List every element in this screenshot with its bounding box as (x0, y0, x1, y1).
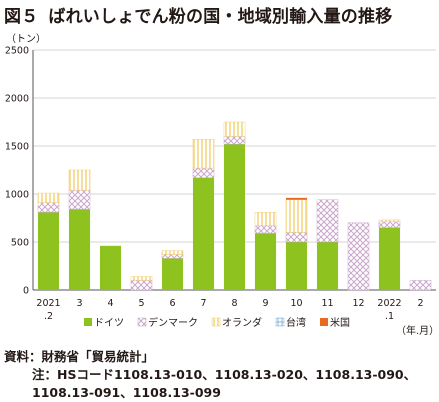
bar-netherlands (285, 199, 308, 233)
legend-swatch-denmark (137, 317, 147, 327)
bar-denmark (68, 189, 91, 210)
x-tick-label: 5 (138, 298, 144, 309)
y-tick-label: 2500 (5, 46, 29, 57)
legend-swatch-netherlands (211, 317, 221, 327)
legend-swatch-taiwan (275, 317, 285, 327)
y-tick-label: 500 (11, 238, 29, 249)
bar-netherlands (161, 250, 184, 255)
bar-denmark (409, 280, 432, 291)
bar-denmark (223, 136, 246, 145)
legend-swatch-germany (84, 318, 92, 326)
y-tick-label: 0 (23, 286, 29, 297)
x-tick-label: 7 (200, 298, 206, 309)
x-tick-label: 11 (321, 298, 333, 309)
x-tick-label: 4 (107, 298, 113, 309)
x-tick-label: 2022.1 (377, 298, 401, 322)
legend-label-netherlands: オランダ (222, 316, 262, 329)
source-note: 資料：財務省「貿易統計」 (4, 349, 155, 364)
bar-germany (161, 258, 184, 290)
x-tick-label: 9 (262, 298, 268, 309)
bar-denmark (37, 202, 60, 213)
bar-netherlands (130, 276, 153, 281)
bar-denmark (254, 225, 277, 234)
bar-germany (223, 144, 246, 290)
x-tick-label: 6 (169, 298, 175, 309)
bar-germany (192, 177, 215, 290)
bar-netherlands (254, 212, 277, 226)
y-unit-label: （トン） (6, 33, 46, 45)
chart: （トン） 0 500 1000 1500 2000 2500 2021.2 3 4 5 6 7 8 9 10… (5, 33, 439, 337)
title-text: ばれいしょでん粉の国・地域別輸入量の推移 (48, 7, 393, 27)
bar-germany (99, 245, 122, 290)
bar-germany (68, 209, 91, 290)
y-tick-label: 1000 (5, 190, 29, 201)
figure-number: 図５ (4, 7, 39, 27)
bar-denmark (378, 221, 401, 228)
bar-usa (285, 197, 308, 200)
bar-germany (285, 242, 308, 290)
x-tick-label: 2021.2 (36, 298, 60, 322)
x-tick-label: 2 (417, 298, 423, 309)
bar-netherlands (68, 169, 91, 191)
bar-germany (378, 227, 401, 290)
legend-label-germany: ドイツ (94, 318, 124, 329)
legend: ドイツ デンマーク オランダ 台湾 米国 (84, 316, 350, 329)
x-tick-label: 8 (231, 298, 237, 309)
legend-label-denmark: デンマーク (148, 316, 198, 329)
footnote: 注：HSコード1108.13-010、1108.13-020、1108.13-0… (32, 366, 437, 402)
footnote-text: HSコード1108.13-010、1108.13-020、1108.13-090… (32, 367, 417, 400)
chart-title: 図５ ばれいしょでん粉の国・地域別輸入量の推移 (4, 2, 392, 27)
bar-germany (316, 242, 339, 290)
legend-label-taiwan: 台湾 (286, 316, 306, 329)
y-tick-label: 2000 (5, 94, 29, 105)
legend-swatch-usa (320, 318, 328, 326)
y-tick-label: 1500 (5, 142, 29, 153)
bar-denmark (192, 167, 215, 178)
bar-denmark (161, 254, 184, 259)
footnote-label: 注： (32, 367, 58, 382)
x-tick-label: 10 (290, 298, 302, 309)
bar-netherlands (37, 192, 60, 203)
bar-netherlands (223, 121, 246, 137)
x-tick-label: 12 (352, 298, 364, 309)
bar-netherlands (192, 139, 215, 169)
bar-denmark (285, 232, 308, 243)
legend-label-usa: 米国 (330, 316, 350, 329)
bar-germany (254, 233, 277, 290)
bar-denmark (130, 280, 153, 291)
x-tick-label: 3 (76, 298, 82, 309)
x-unit-label: （年.月） (396, 324, 439, 337)
bar-denmark (347, 222, 370, 291)
bar-denmark (316, 199, 339, 243)
bar-netherlands (378, 219, 401, 223)
bar-germany (37, 212, 60, 290)
